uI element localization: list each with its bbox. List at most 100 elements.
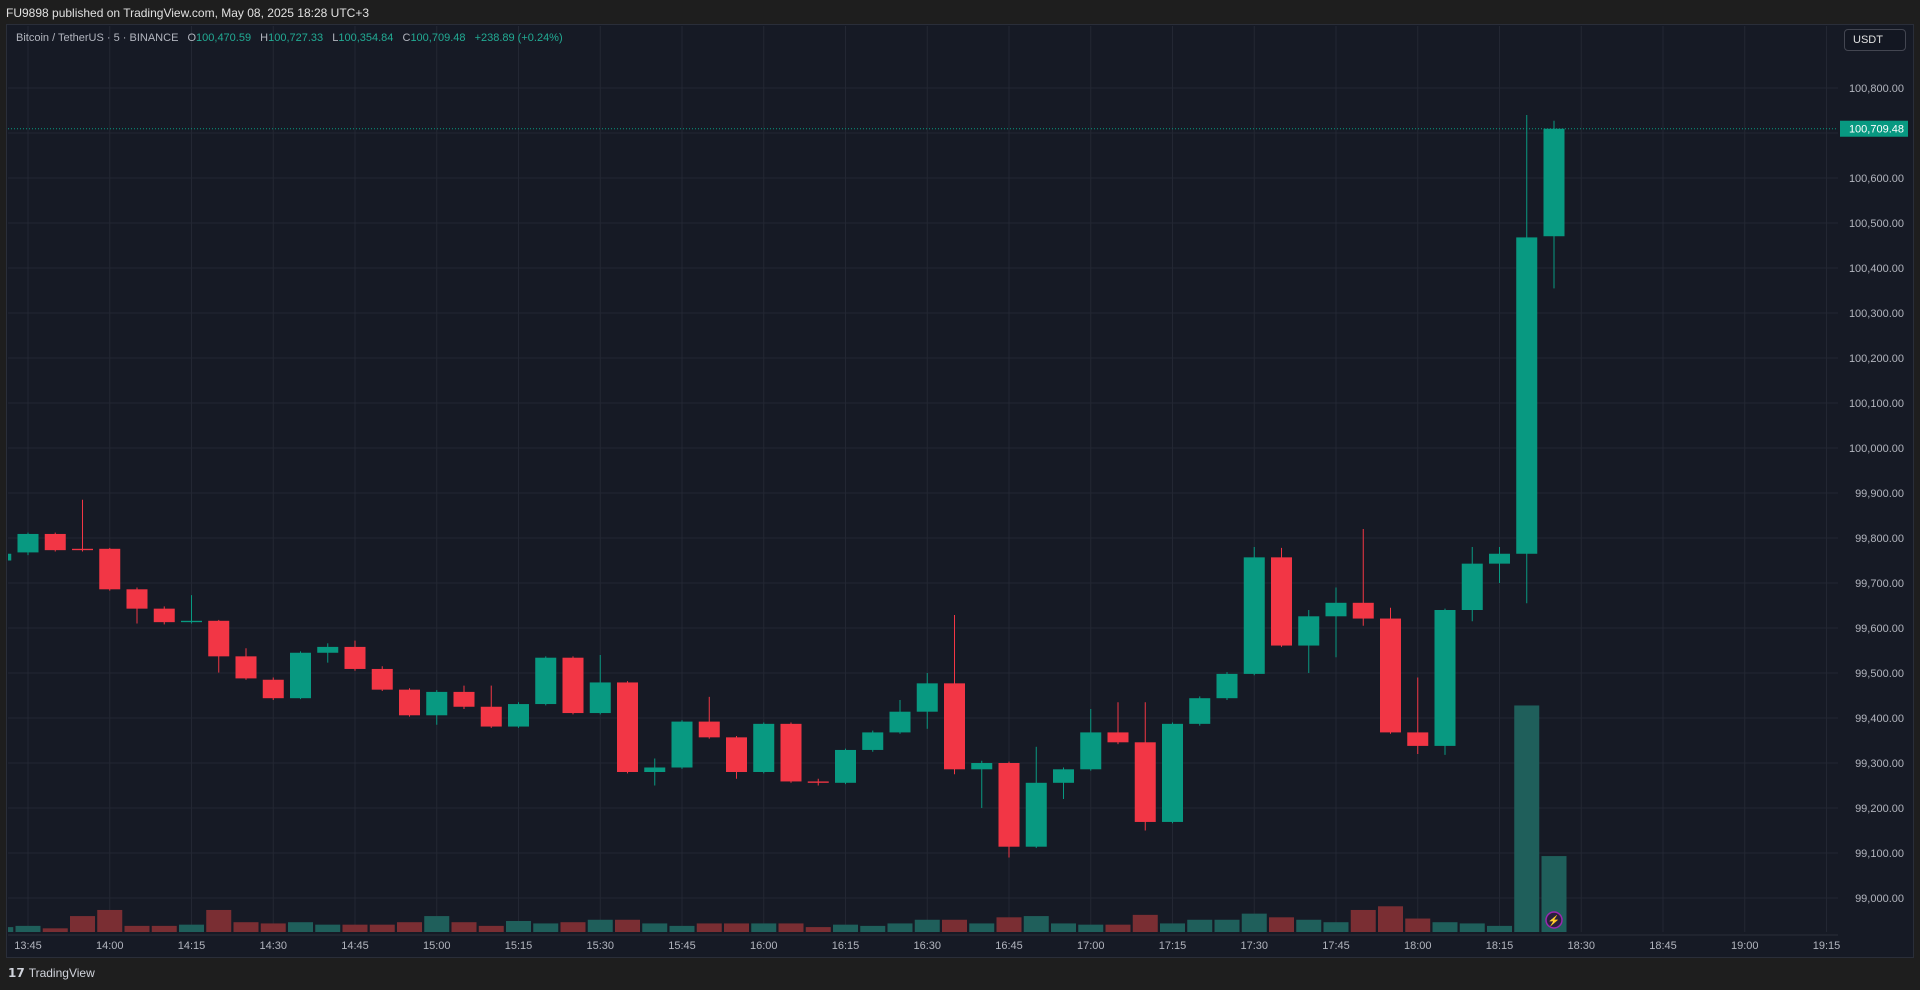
symbol-legend: Bitcoin / TetherUS · 5 · BINANCE O100,47… [16, 32, 563, 44]
candle-body[interactable] [208, 620, 230, 657]
candle-body[interactable] [1434, 610, 1456, 746]
candle-body[interactable] [971, 763, 993, 770]
candle-body[interactable] [1189, 698, 1211, 724]
candle-body[interactable] [1516, 237, 1538, 554]
volume-bar [969, 923, 995, 932]
candle-body[interactable] [1461, 563, 1483, 610]
candle-body[interactable] [235, 656, 257, 679]
candle-body[interactable] [753, 723, 775, 772]
close-label: C [402, 32, 411, 44]
volume-bar [369, 924, 395, 932]
candle-body[interactable] [589, 682, 611, 714]
price-tick-label: 100,800.00 [1849, 83, 1904, 95]
candle-body[interactable] [126, 589, 148, 609]
candle-body[interactable] [1107, 732, 1129, 743]
candle-body[interactable] [44, 533, 66, 551]
tradingview-logo-icon: 𝟭𝟳 [8, 966, 25, 980]
candle-body[interactable] [262, 679, 284, 699]
candle-body[interactable] [1216, 673, 1238, 699]
volume-bar [506, 920, 531, 932]
candle-body[interactable] [1162, 723, 1183, 822]
candle-body[interactable] [780, 723, 802, 782]
volume-bar [1078, 924, 1104, 932]
volume-bar [696, 923, 722, 932]
candle-body[interactable] [726, 737, 747, 772]
candle-body[interactable] [916, 683, 938, 712]
published-caption: FU9898 published on TradingView.com, May… [6, 6, 369, 20]
candle-body[interactable] [998, 763, 1020, 847]
candle-body[interactable] [1243, 557, 1265, 674]
candle-body[interactable] [1298, 616, 1320, 646]
time-tick-label: 16:30 [913, 940, 941, 952]
candle-body[interactable] [1543, 128, 1565, 237]
time-tick-label: 16:45 [995, 940, 1023, 952]
candle-body[interactable] [371, 668, 393, 690]
time-tick-label: 13:45 [14, 940, 42, 952]
candle-body[interactable] [153, 608, 175, 623]
volume-bar [1160, 923, 1185, 932]
volume-bar [1296, 919, 1322, 932]
candle-body[interactable] [399, 689, 420, 716]
time-tick-label: 17:15 [1159, 940, 1187, 952]
candle-body[interactable] [0, 553, 12, 561]
candle-body[interactable] [1053, 769, 1074, 783]
volume-bar [942, 919, 967, 932]
high-value: 100,727.33 [268, 32, 324, 44]
candle-body[interactable] [535, 657, 557, 705]
candle-body[interactable] [508, 704, 529, 727]
candle-body[interactable] [344, 646, 366, 669]
currency-button[interactable]: USDT [1844, 29, 1906, 51]
candle-body[interactable] [671, 721, 693, 768]
candle-body[interactable] [181, 620, 202, 623]
candle-body[interactable] [1080, 732, 1102, 770]
footer-brand[interactable]: TradingView [28, 966, 95, 980]
time-tick-label: 16:00 [750, 940, 778, 952]
price-tick-label: 99,900.00 [1855, 488, 1904, 500]
volume-bar [669, 925, 695, 932]
candle-body[interactable] [1325, 602, 1347, 617]
candle-body[interactable] [644, 767, 666, 773]
candle-body[interactable] [99, 548, 121, 590]
price-tick-label: 99,500.00 [1855, 668, 1904, 680]
volume-bar [587, 919, 613, 932]
candle-body[interactable] [1380, 618, 1401, 733]
volume-bar [179, 924, 204, 932]
candle-body[interactable] [426, 691, 448, 716]
price-tick-label: 99,400.00 [1855, 713, 1904, 725]
candle-body[interactable] [17, 533, 39, 553]
time-tick-label: 18:30 [1567, 940, 1595, 952]
candle-body[interactable] [1134, 742, 1156, 822]
lightning-icon[interactable] [1545, 911, 1563, 929]
candle-body[interactable] [290, 652, 311, 699]
candle-body[interactable] [1271, 557, 1292, 646]
price-tick-label: 99,300.00 [1855, 758, 1904, 770]
open-value: 100,470.59 [196, 32, 252, 44]
candle-body[interactable] [453, 691, 475, 707]
candle-body[interactable] [807, 781, 829, 783]
candle-body[interactable] [889, 711, 911, 733]
candle-body[interactable] [562, 657, 584, 714]
chart-frame[interactable] [6, 24, 1914, 958]
last-price-label: 100,709.48 [1849, 124, 1904, 136]
candle-body[interactable] [1489, 553, 1510, 564]
symbol-name[interactable]: Bitcoin / TetherUS · 5 · BINANCE [16, 32, 179, 44]
candle-body[interactable] [944, 683, 965, 770]
volume-bar [642, 923, 668, 932]
volume-bar [533, 923, 559, 932]
candle-body[interactable] [1407, 732, 1429, 746]
volume-bar [1269, 917, 1294, 932]
candle-body[interactable] [835, 749, 856, 783]
candle-body[interactable] [317, 646, 339, 653]
candle-body[interactable] [1025, 782, 1047, 847]
volume-bar [887, 923, 913, 932]
volume-bar [124, 925, 150, 932]
candle-body[interactable] [480, 706, 502, 727]
candle-body[interactable] [72, 548, 93, 551]
candle-body[interactable] [698, 721, 720, 738]
volume-bar [724, 923, 749, 932]
candle-body[interactable] [1352, 602, 1374, 619]
candle-body[interactable] [862, 732, 884, 750]
candle-body[interactable] [617, 682, 638, 772]
volume-bar [615, 919, 640, 932]
